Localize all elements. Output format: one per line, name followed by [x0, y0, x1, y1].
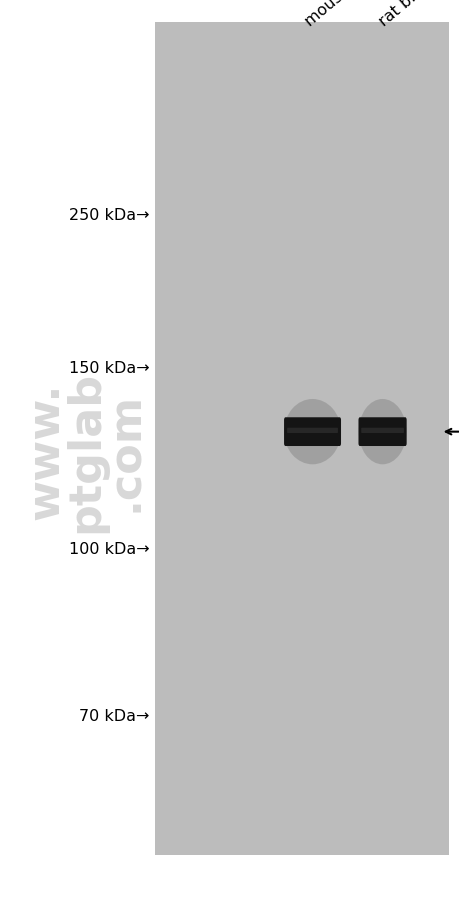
FancyBboxPatch shape	[286, 428, 337, 434]
FancyBboxPatch shape	[360, 428, 403, 434]
Text: rat brain: rat brain	[376, 0, 439, 29]
Bar	[155, 23, 448, 855]
FancyBboxPatch shape	[284, 418, 340, 446]
Text: 250 kDa→: 250 kDa→	[69, 208, 149, 223]
Text: 100 kDa→: 100 kDa→	[69, 541, 149, 557]
FancyBboxPatch shape	[358, 418, 406, 446]
Text: 70 kDa→: 70 kDa→	[79, 708, 149, 723]
Ellipse shape	[284, 400, 340, 465]
Text: www.
ptglab
.com: www. ptglab .com	[24, 370, 146, 532]
Ellipse shape	[358, 400, 406, 465]
Text: 150 kDa→: 150 kDa→	[69, 361, 149, 375]
Text: mouse brain: mouse brain	[302, 0, 388, 29]
